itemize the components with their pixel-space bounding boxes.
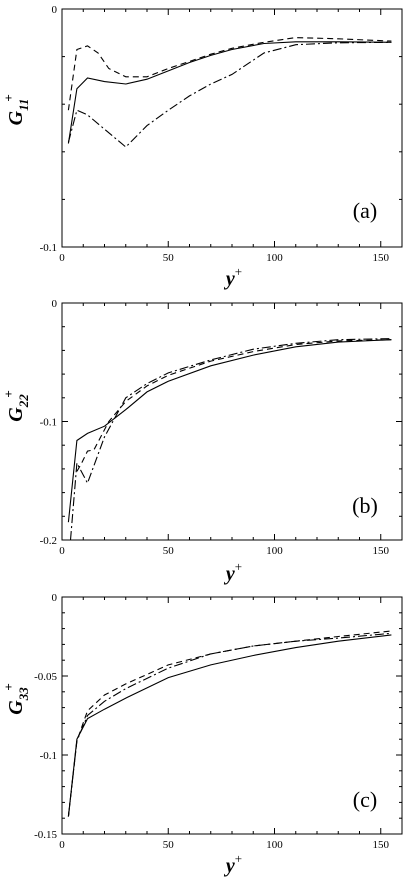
series-line-dashdot	[69, 338, 392, 540]
series-line-solid	[67, 41, 392, 144]
series-line-solid	[67, 339, 392, 523]
x-tick-label: 100	[266, 545, 283, 557]
y-axis-title: G33	[5, 687, 31, 715]
panel-label: (a)	[353, 198, 377, 223]
x-tick-label: 0	[59, 839, 65, 851]
series-line-dashed	[76, 339, 392, 472]
x-tick-label: 50	[163, 252, 175, 264]
x-tick-label: 0	[59, 252, 65, 264]
y-tick-label: -0.15	[34, 829, 57, 841]
y-axis-title: G22	[5, 394, 31, 422]
x-tick-label: 150	[373, 252, 390, 264]
x-axis-title-base: y	[224, 268, 235, 290]
x-tick-label: 150	[373, 545, 390, 557]
y-tick-label: -0.05	[34, 671, 57, 683]
series-line-dashed	[67, 630, 392, 817]
y-axis-title-base: G	[5, 700, 27, 715]
panel-a: 0 50 100 150-0.10(a)G11+y+	[1, 4, 403, 290]
plot-frame	[61, 8, 403, 248]
series-line-dashdot	[67, 41, 392, 148]
y-axis-title-subscript: 33	[16, 687, 31, 702]
x-tick-label: 0	[59, 545, 65, 557]
y-axis-title-subscript: 11	[16, 99, 31, 111]
y-axis-title: G11	[5, 99, 31, 126]
x-tick-label: 50	[163, 545, 175, 557]
panel-label: (c)	[353, 787, 377, 812]
x-tick-label: 50	[163, 839, 175, 851]
panel-label: (b)	[352, 493, 378, 518]
series-line-solid	[67, 634, 392, 817]
y-axis-title-subscript: 22	[16, 394, 31, 409]
y-tick-label: -0.1	[40, 242, 57, 254]
y-tick-label: -0.1	[40, 750, 57, 762]
x-tick-label: 100	[266, 839, 283, 851]
x-axis-title: y+	[224, 851, 242, 877]
y-tick-label: -0.1	[40, 417, 57, 429]
x-axis-title-superscript: +	[235, 264, 242, 279]
panel-b: 0 50 100 150-0.2-0.10(b)G22+y+	[1, 298, 403, 585]
y-axis-title-superscript: +	[1, 683, 16, 690]
x-axis-title-superscript: +	[235, 851, 242, 866]
y-axis-title-base: G	[5, 110, 27, 125]
x-axis-title-superscript: +	[235, 559, 242, 574]
y-tick-label: 0	[52, 592, 58, 604]
x-axis-title: y+	[224, 264, 242, 290]
x-tick-label: 100	[266, 252, 283, 264]
y-axis-title-base: G	[5, 407, 27, 422]
plot-frame	[61, 596, 403, 835]
x-axis-title-base: y	[224, 563, 235, 585]
y-axis-title-superscript: +	[1, 94, 16, 101]
panel-c: 0 50 100 150-0.15-0.1-0.050(c)G33+y+	[1, 592, 403, 877]
x-tick-label: 150	[373, 839, 390, 851]
x-axis-title: y+	[224, 559, 242, 585]
y-tick-label: -0.2	[40, 535, 57, 547]
y-tick-label: 0	[52, 4, 58, 16]
series-line-dashed	[67, 37, 392, 111]
y-axis-title-superscript: +	[1, 390, 16, 397]
series-line-dashdot	[67, 632, 392, 817]
x-axis-title-base: y	[224, 855, 235, 877]
y-tick-label: 0	[52, 298, 58, 310]
